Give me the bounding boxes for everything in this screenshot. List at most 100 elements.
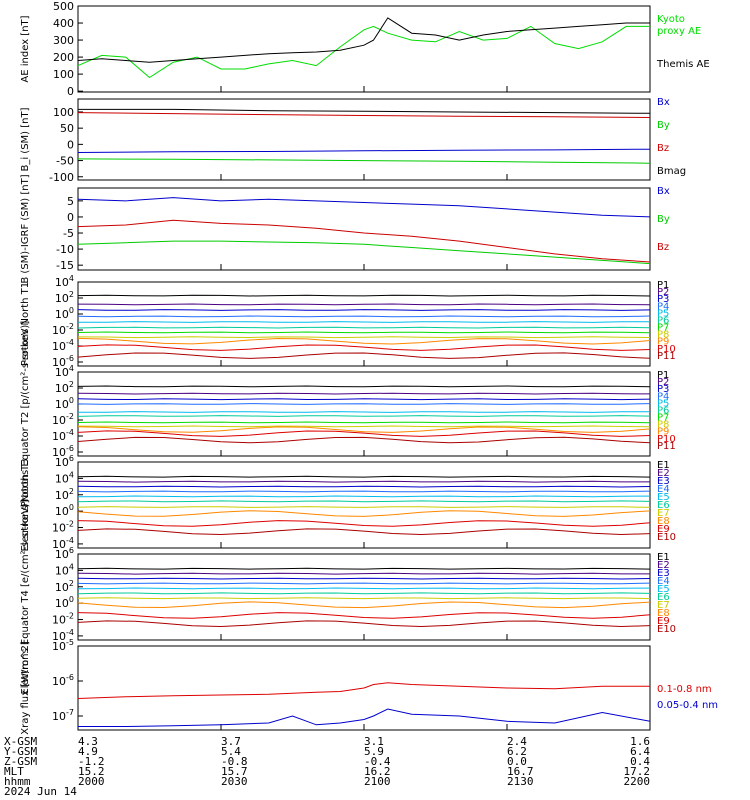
y-tick-label: 400 [53,17,74,30]
y-tick-exp: 0 [69,503,74,512]
series-line-p4 [77,315,651,318]
legend-label: P10 [657,344,676,355]
legend-label: P11 [657,351,676,362]
series-line-e2 [77,572,650,575]
series-line-e3 [77,577,651,580]
series-line-by [77,240,651,265]
legend-label: P9 [657,337,669,348]
ephemeris-value: 0.4 [630,755,650,768]
y-axis-label: Electrons Equator T4 [e/(cm²-s-sr-keV)] [20,499,31,694]
y-tick-label: 10-2 [52,412,74,427]
y-tick-exp: 4 [69,562,74,571]
legend-label: E5 [657,492,670,503]
y-tick-exp: 2 [69,380,74,389]
y-tick-label: 106 [55,454,74,469]
panel-1: 0 100 200 300 400 500 AE index [nT] Kyotoproxy … [20,0,710,98]
legend-label: E7 [657,508,670,519]
legend-label: P7 [657,323,669,334]
y-tick-label: 102 [55,579,74,594]
y-tick-label: 0 [67,211,74,224]
y-tick-exp: -2 [66,322,74,331]
legend-label: Themis AE [656,59,710,70]
series-line-e7 [77,506,651,508]
y-tick-exp: 2 [69,579,74,588]
series-line-p7 [77,421,651,424]
series-line-bmag [78,108,651,114]
legend-label: P5 [657,308,669,319]
y-tick-label: 10-6 [52,673,74,688]
series-line-p9 [77,337,651,345]
series-line-p9 [77,426,651,433]
y-tick-exp: 2 [69,487,74,496]
ephemeris-value: 3.1 [364,735,384,748]
ephemeris-value: 15.7 [221,765,248,778]
legend-label: P11 [657,441,676,452]
y-tick-exp: -2 [66,520,74,529]
ephemeris-value: 1.6 [630,735,650,748]
legend-label: P6 [657,315,669,326]
panel-frame [77,371,651,457]
series-line-0-1-0-8-nm [77,682,650,699]
y-tick-label: -100 [49,171,74,184]
series-line-e6 [77,592,651,595]
ephemeris-value: 16.7 [507,765,534,778]
y-tick-exp: 6 [69,546,74,555]
series-line-p5 [77,321,651,323]
y-tick-exp: -6 [66,673,74,682]
y-axis-label: B (SM)-IGRF (SM) [nT] [20,174,31,283]
y-axis-label: B_i (SM) [nT] [20,107,31,171]
ephemeris-value: 17.2 [624,765,651,778]
y-tick-label: 104 [55,470,74,485]
ephemeris-value: 0.0 [507,755,527,768]
series-line-p4 [77,403,651,405]
legend-label: E10 [657,532,676,543]
y-tick-label: 10-2 [52,322,74,337]
y-tick-label: 104 [55,274,74,289]
legend-label: P2 [657,377,669,388]
y-tick-label: 102 [55,290,74,305]
legend-label: E1 [657,552,670,563]
legend-label: Bz [657,143,669,154]
legend-label: E2 [657,560,670,571]
y-tick-exp: 6 [69,454,74,463]
legend-label: P4 [657,301,669,312]
legend-label: proxy AE [657,26,701,37]
y-tick-exp: -4 [66,536,74,545]
ephemeris-label: X-GSM [4,735,37,748]
y-tick-label: 104 [55,364,74,379]
series-line-e3 [77,485,651,488]
y-tick-label: 50 [60,122,74,135]
series-line-p8 [77,336,651,339]
series-line-kyoto-proxy-ae [77,25,650,79]
legend-label: E3 [657,476,670,487]
legend-label: Bx [657,97,670,108]
legend-label: Kyoto [657,14,685,25]
legend-label: E1 [657,460,670,471]
series-line-e1 [77,475,651,478]
series-line-p8 [77,425,651,428]
y-tick-label: 10-7 [52,708,74,723]
legend-label: P2 [657,287,669,298]
y-tick-label: 100 [55,306,74,321]
series-line-p11 [77,352,651,359]
series-line-bx [77,148,651,153]
ephemeris-label: Y-GSM [4,745,37,758]
y-tick-label: -15 [56,259,74,272]
ephemeris-label: MLT [4,765,24,778]
legend-label: E9 [657,524,670,535]
y-tick-exp: -4 [66,628,74,637]
ephemeris-value: 6.4 [630,745,650,758]
legend-label: P5 [657,398,669,409]
y-tick-exp: 0 [69,396,74,405]
panel-frame [77,5,651,93]
series-line-e9 [77,612,651,619]
ephemeris-label: hhmm [4,775,31,788]
panel-frame [77,461,651,549]
series-line-bx [77,197,651,218]
ephemeris-value: 6.2 [507,745,527,758]
y-tick-label: -10 [56,243,74,256]
panel-3: -15 -10 -5 0 5 B (SM)-IGRF (SM) [nT] Bx By Bz [20,174,670,283]
legend-label: P7 [657,413,669,424]
